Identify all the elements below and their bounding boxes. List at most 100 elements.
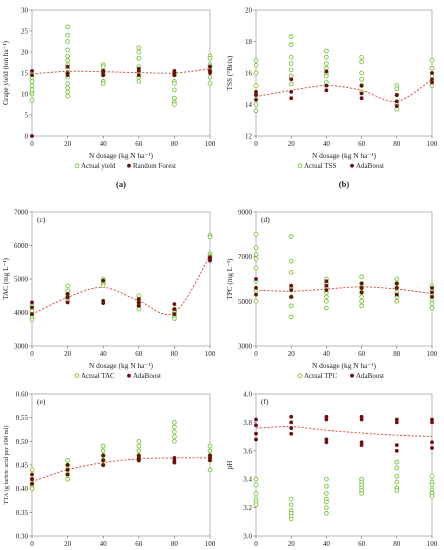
y-axis-title: pH: [226, 461, 234, 470]
actual-point: [172, 438, 177, 444]
predicted-point: [324, 417, 329, 422]
predicted-point: [208, 64, 212, 69]
plot-frame: [31, 393, 211, 537]
trend-line: [31, 457, 211, 482]
predicted-point: [289, 90, 294, 94]
actual-point: [253, 476, 259, 482]
predicted-point: [136, 297, 141, 301]
x-tick-label: 80: [393, 540, 401, 548]
actual-point: [288, 258, 294, 264]
x-tick-label: 20: [288, 540, 296, 548]
predicted-point: [359, 443, 364, 448]
actual-point: [172, 87, 177, 93]
actual-point: [253, 256, 259, 262]
predicted-point: [30, 472, 34, 477]
predicted-point: [394, 420, 399, 425]
predicted-point: [394, 281, 399, 286]
actual-point: [359, 294, 364, 300]
actual-point: [253, 298, 259, 304]
actual-point: [394, 298, 400, 304]
y-tick-label: 12: [245, 133, 253, 141]
actual-point: [394, 86, 400, 92]
actual-point: [288, 502, 294, 508]
actual-point: [429, 58, 435, 63]
actual-point: [136, 79, 142, 84]
x-tick-label: 0: [254, 540, 258, 548]
legend-actual-label: Actual TAC: [81, 372, 115, 380]
actual-point: [288, 269, 294, 275]
actual-point: [65, 24, 70, 30]
x-tick-label: 40: [100, 540, 108, 548]
actual-point: [172, 424, 177, 430]
trend-line: [31, 68, 211, 75]
x-tick-label: 20: [64, 140, 72, 148]
actual-point: [136, 438, 142, 444]
y-tick-label: 3.0: [243, 533, 252, 541]
predicted-point: [394, 292, 399, 297]
x-tick-label: 80: [171, 540, 179, 548]
y-tick-label: 0.55: [16, 414, 29, 422]
predicted-point: [65, 73, 70, 77]
x-axis-title: N dosage (kg N ha⁻¹): [312, 151, 377, 160]
plot-frame: [255, 9, 433, 137]
predicted-point: [101, 463, 106, 467]
y-axis-title: Grape yield (ton ha⁻¹): [2, 40, 10, 105]
x-tick-label: 100: [205, 540, 216, 548]
plot-frame: [255, 393, 433, 537]
predicted-point: [254, 417, 258, 422]
legend-actual-marker: [74, 163, 80, 169]
x-tick-label: 60: [358, 350, 366, 358]
actual-point: [394, 488, 400, 493]
predicted-point: [430, 446, 434, 450]
actual-point: [253, 252, 259, 257]
predicted-point: [65, 292, 70, 296]
actual-point: [324, 305, 329, 311]
predicted-point: [254, 90, 258, 94]
predicted-point: [136, 303, 141, 308]
predicted-point: [430, 440, 434, 445]
y-tick-label: 14: [245, 101, 253, 109]
predicted-point: [430, 294, 434, 299]
chart-panel-1: 0 5 10 15 20 25 30 0 20 40 60 80 100 N dosage (kg N h…: [2, 7, 216, 190]
y-tick-label: 0.60: [16, 391, 29, 399]
predicted-point: [208, 258, 212, 263]
y-axis-title: TAC (mg L⁻¹): [2, 258, 10, 300]
actual-point: [324, 510, 329, 516]
actual-point: [100, 64, 106, 70]
predicted-point: [172, 307, 177, 312]
y-tick-label: 30: [21, 7, 29, 15]
actual-point: [65, 32, 70, 38]
plot-frame: [255, 211, 433, 347]
actual-point: [288, 42, 294, 47]
actual-point: [65, 476, 70, 482]
actual-point: [172, 102, 177, 107]
actual-point: [29, 97, 35, 103]
actual-point: [253, 108, 259, 114]
y-tick-label: 25: [21, 28, 29, 36]
x-tick-label: 80: [171, 350, 179, 358]
predicted-point: [254, 423, 258, 428]
actual-point: [288, 54, 294, 60]
predicted-point: [289, 77, 294, 82]
y-tick-label: 0.40: [16, 485, 29, 493]
x-tick-label: 0: [30, 140, 34, 148]
legend-actual-label: Actual yield: [81, 162, 116, 170]
predicted-point: [254, 292, 258, 297]
x-tick-label: 60: [135, 540, 143, 548]
actual-point: [288, 81, 294, 87]
x-tick-label: 20: [288, 140, 296, 148]
chart-panel-5: 0.30 0.35 0.40 0.45 0.50 0.55 0.60 0 20 40 60 80 100…: [3, 391, 216, 549]
y-tick-label: 0.50: [16, 438, 29, 446]
x-tick-label: 80: [393, 140, 401, 148]
x-tick-label: 80: [171, 140, 179, 148]
actual-point: [288, 303, 294, 309]
actual-point: [136, 306, 142, 312]
actual-point: [65, 85, 70, 91]
predicted-point: [430, 290, 434, 295]
y-tick-label: 20: [21, 49, 29, 57]
predicted-point: [172, 302, 177, 307]
y-tick-label: 0.35: [16, 509, 29, 517]
predicted-point: [65, 472, 70, 477]
predicted-point: [254, 437, 258, 442]
predicted-point: [254, 286, 258, 290]
